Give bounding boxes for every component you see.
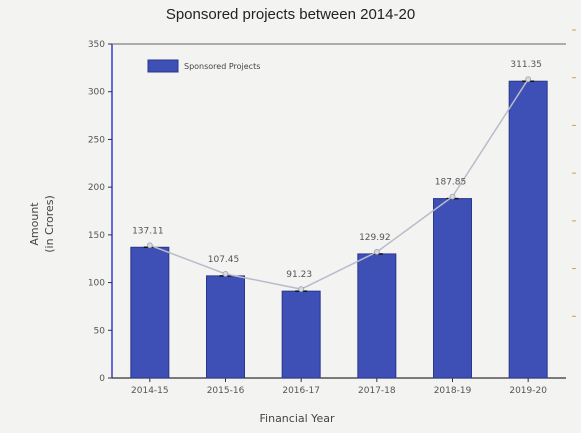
y-tick-label: 0 xyxy=(99,374,105,384)
y-tick-label: 350 xyxy=(88,40,105,50)
bar xyxy=(206,275,245,379)
x-tick-label: 2018-19 xyxy=(434,386,472,396)
data-label: 187.85 xyxy=(435,178,467,188)
bar xyxy=(357,253,397,379)
bar xyxy=(281,290,321,379)
x-tick-label: 2015-16 xyxy=(207,386,245,396)
chart-axes: 0 50 100 150 200 250 300 350 Financial Year Amoun… xyxy=(28,29,576,425)
legend-swatch xyxy=(147,59,179,73)
y-tick-label: 150 xyxy=(88,231,105,241)
x-tick-label: 2019-20 xyxy=(509,386,547,396)
data-label: 107.45 xyxy=(208,255,240,265)
data-label: 129.92 xyxy=(359,233,391,243)
x-tick-label: 2014-15 xyxy=(131,386,169,396)
bar xyxy=(433,198,472,379)
y-axis-title-line-1: Amount xyxy=(28,202,41,246)
data-label: 137.11 xyxy=(132,226,164,236)
trend-point xyxy=(449,193,456,200)
y-tick-label: 250 xyxy=(88,135,105,145)
y-tick-label: 50 xyxy=(94,326,106,336)
chart-legend: Sponsored Projects xyxy=(147,59,260,73)
trend-point xyxy=(373,249,380,255)
bar xyxy=(508,80,548,379)
trend-line xyxy=(149,78,529,290)
data-labels: 137.11 107.45 91.23 129.92 187.85 311.35 xyxy=(132,60,542,280)
y-tick-label: 200 xyxy=(88,183,105,193)
y-tick-label: 100 xyxy=(88,279,105,289)
bar-series xyxy=(130,76,548,379)
data-label: 311.35 xyxy=(510,60,542,70)
x-axis-title: Financial Year xyxy=(260,412,335,425)
x-tick-label: 2016-17 xyxy=(282,386,320,396)
data-label: 91.23 xyxy=(286,270,312,280)
chart-title: Sponsored projects between 2014-20 xyxy=(165,6,416,23)
trend-point xyxy=(298,286,305,293)
y-axis-title-line-2: (in Crores) xyxy=(43,195,56,253)
trend-point xyxy=(222,270,229,277)
y-tick-label: 300 xyxy=(88,88,105,98)
trend-point xyxy=(146,242,153,249)
trend-point xyxy=(525,76,532,83)
bar xyxy=(130,246,170,379)
x-tick-label: 2017-18 xyxy=(358,386,396,396)
legend-label: Sponsored Projects xyxy=(184,62,260,71)
